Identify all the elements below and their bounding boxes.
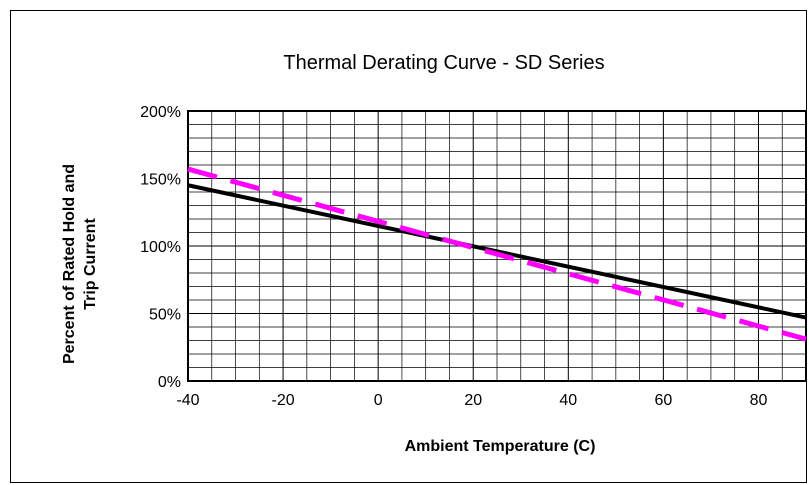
x-axis-ticks: -40 -20 0 20 40 60 80 — [176, 392, 767, 409]
series-layer — [187, 166, 807, 342]
chart-title: Thermal Derating Curve - SD Series — [283, 52, 604, 74]
y-tick-label: 200% — [140, 104, 181, 121]
y-tick-label: 100% — [140, 239, 181, 256]
y-tick-label: 50% — [149, 307, 181, 324]
derating-chart: Thermal Derating Curve - SD Series -40 -2… — [61, 52, 807, 455]
y-tick-label: 0% — [158, 374, 181, 391]
x-tick-label: 60 — [654, 392, 672, 409]
x-tick-label: 0 — [374, 392, 383, 409]
y-axis-label-line-2: Trip Current — [82, 218, 99, 310]
x-axis-label: Ambient Temperature (C) — [405, 438, 596, 455]
chart-frame: Thermal Derating Curve - SD Series -40 -2… — [10, 10, 807, 483]
x-tick-label: -40 — [176, 392, 199, 409]
solid-series-line — [187, 183, 807, 320]
y-axis-ticks: 0% 50% 100% 150% 200% — [140, 104, 181, 391]
dashed-series-line — [187, 166, 807, 342]
x-tick-label: 20 — [464, 392, 482, 409]
y-tick-label: 150% — [140, 172, 181, 189]
y-axis-label-line-1: Percent of Rated Hold and — [61, 164, 78, 364]
x-tick-label: 80 — [750, 392, 768, 409]
plot-area — [187, 110, 807, 382]
x-tick-label: -20 — [272, 392, 295, 409]
x-tick-label: 40 — [559, 392, 577, 409]
y-axis-label: Percent of Rated Hold and Trip Current — [61, 164, 99, 364]
